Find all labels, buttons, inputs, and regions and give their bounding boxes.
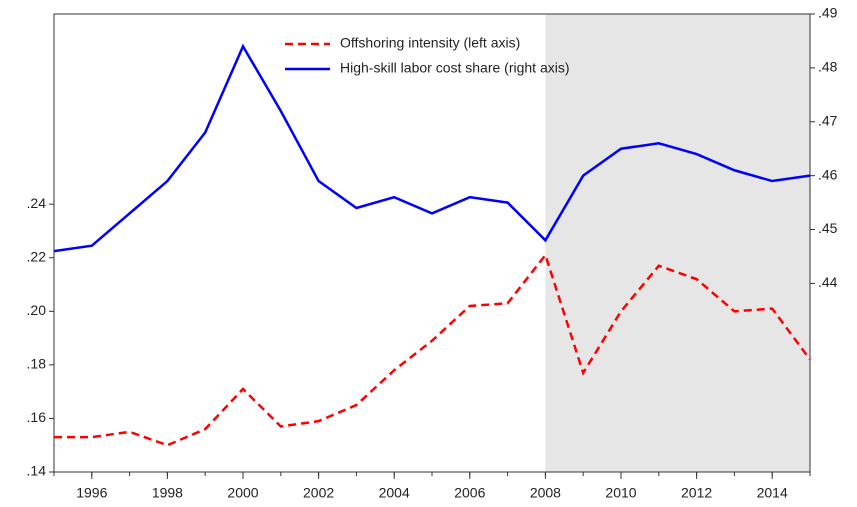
legend-label: Offshoring intensity (left axis): [340, 35, 520, 51]
series-line: [54, 252, 812, 447]
y-tick-label: .14: [27, 463, 47, 479]
x-tick-label: 2006: [454, 485, 485, 501]
x-tick-label: 2014: [757, 485, 788, 501]
y-tick-label: .22: [27, 248, 47, 264]
x-tick-label: 1996: [76, 485, 107, 501]
y-tick-label: .16: [27, 409, 47, 425]
shaded-region: [545, 14, 810, 472]
y-tick-label: .18: [27, 356, 47, 372]
y2-tick-label: .44: [818, 274, 838, 290]
series-line: [53, 43, 811, 253]
y2-tick-label: .46: [818, 166, 838, 182]
x-tick-label: 2002: [303, 485, 334, 501]
x-tick-label: 1998: [152, 485, 183, 501]
y2-tick-label: .45: [818, 220, 838, 236]
y-tick-label: .20: [27, 302, 47, 318]
x-tick-label: 2012: [681, 485, 712, 501]
y2-tick-label: .49: [818, 5, 838, 21]
x-tick-label: 2008: [530, 485, 561, 501]
y2-tick-label: .47: [818, 112, 838, 128]
x-tick-label: 2004: [379, 485, 410, 501]
y2-tick-label: .48: [818, 59, 838, 75]
legend-label: High-skill labor cost share (right axis): [340, 60, 570, 76]
x-tick-label: 2010: [605, 485, 636, 501]
y-tick-label: .24: [27, 195, 47, 211]
x-tick-label: 2000: [227, 485, 258, 501]
